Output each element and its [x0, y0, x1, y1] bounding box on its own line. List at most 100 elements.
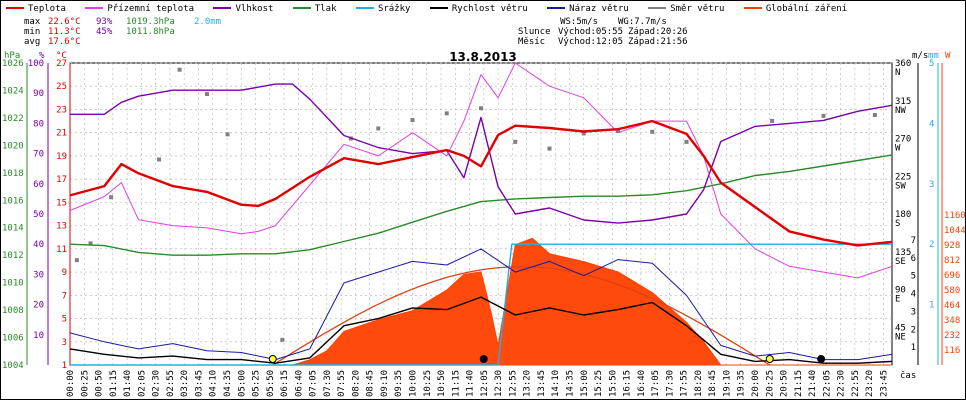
- x-tick-label: 13:20: [523, 370, 533, 397]
- radiation-tick-label: 232: [944, 331, 960, 341]
- humidity-tick-label: 50: [33, 210, 44, 220]
- direction-name-label: S: [895, 219, 900, 229]
- humidity-tick-label: 30: [33, 270, 44, 280]
- left-axis-unit: °C: [56, 51, 67, 61]
- direction-name-label: NE: [895, 332, 906, 342]
- x-tick-label: 05:25: [252, 370, 262, 397]
- radiation-tick-label: 812: [944, 256, 960, 266]
- sunset-marker: [765, 355, 774, 363]
- x-tick-label: 15:25: [594, 370, 604, 397]
- x-tick-label: 20:25: [765, 370, 775, 397]
- humidity-tick-label: 40: [33, 240, 44, 250]
- wind-direction-point: [410, 118, 415, 123]
- left-axis-unit: %: [39, 51, 45, 61]
- x-tick-label: 23:45: [879, 370, 889, 397]
- direction-tick-label: 225: [895, 172, 911, 182]
- x-tick-label: 15:50: [608, 370, 618, 397]
- x-tick-label: 18:45: [708, 370, 718, 397]
- x-tick-label: 06:40: [294, 370, 304, 397]
- radiation-tick-label: 1044: [944, 226, 966, 236]
- pressure-tick-label: 1010: [2, 279, 24, 289]
- x-tick-label: 21:15: [794, 370, 804, 397]
- wind-direction-point: [109, 195, 114, 200]
- radiation-tick-label: 348: [944, 316, 960, 326]
- x-tick-label: 23:20: [865, 370, 875, 397]
- x-tick-label: 04:35: [223, 370, 233, 397]
- humidity-tick-label: 90: [33, 89, 44, 99]
- direction-tick-label: 90: [895, 286, 906, 296]
- rain-tick-label: 5: [929, 59, 934, 69]
- x-tick-label: 10:25: [423, 370, 433, 397]
- x-tick-label: 11:40: [466, 370, 476, 397]
- x-tick-label: 09:10: [380, 370, 390, 397]
- pressure-tick-label: 1012: [2, 251, 24, 261]
- pressure-tick-label: 1014: [2, 224, 24, 234]
- x-tick-label: 17:30: [665, 370, 675, 397]
- x-tick-label: 14:35: [565, 370, 575, 397]
- temp-tick-label: 27: [56, 59, 67, 69]
- x-tick-label: 03:20: [180, 370, 190, 397]
- wind-direction-point: [74, 258, 79, 263]
- x-tick-label: 05:00: [237, 370, 247, 397]
- x-tick-label: 02:05: [137, 370, 147, 397]
- temp-tick-label: 17: [56, 175, 67, 185]
- rain-tick-label: 2: [929, 240, 934, 250]
- temp-tick-label: 21: [56, 129, 67, 139]
- wind-tick-label: 3: [911, 307, 916, 317]
- wind-direction-point: [177, 67, 182, 72]
- x-tick-label: 12:55: [508, 370, 518, 397]
- radiation-tick-label: 116: [944, 346, 960, 356]
- pressure-tick-label: 1016: [2, 196, 24, 206]
- series-teplota: [69, 119, 893, 247]
- rain-tick-label: 4: [929, 119, 934, 129]
- legend-vlhkost: Vlhkost: [213, 4, 273, 14]
- humidity-tick-label: 100: [28, 59, 44, 69]
- stats-block: max 22.6°C 93% 1019.3hPa 2.0mm min 11.3°C 45% 1…: [24, 17, 221, 47]
- x-tick-label: 03:45: [194, 370, 204, 397]
- temp-tick-label: 25: [56, 82, 67, 92]
- x-tick-label: 00:50: [95, 370, 105, 397]
- x-tick-label: 14:10: [551, 370, 561, 397]
- x-axis-label: čas: [900, 370, 916, 381]
- chart-title: 13.8.2013: [449, 50, 517, 64]
- sunrise-marker: [268, 355, 277, 363]
- pressure-tick-label: 1020: [2, 141, 24, 151]
- x-tick-label: 22:55: [851, 370, 861, 397]
- legend-rychlost-vetru: Rychlost větru: [429, 4, 528, 14]
- x-tick-label: 18:20: [694, 370, 704, 397]
- x-tick-label: 15:00: [580, 370, 590, 397]
- x-tick-label: 10:00: [409, 370, 419, 397]
- wind-direction-point: [684, 139, 689, 144]
- wind-direction-point: [547, 146, 552, 151]
- series-srazky: [70, 243, 892, 366]
- radiation-tick-label: 1160: [944, 211, 966, 221]
- rain-tick-label: 3: [929, 180, 934, 190]
- x-tick-label: 20:00: [751, 370, 761, 397]
- x-tick-label: 12:05: [480, 370, 490, 397]
- legend-tlak: Tlak: [292, 4, 337, 14]
- wind-direction-point: [513, 139, 518, 144]
- pressure-tick-label: 1004: [2, 361, 24, 371]
- radiation-tick-label: 464: [944, 301, 960, 311]
- wind-direction-point: [225, 132, 230, 137]
- wind-direction-point: [444, 111, 449, 116]
- wind-direction-point: [479, 106, 483, 111]
- left-axis-unit: hPa: [4, 51, 20, 61]
- temp-tick-label: 13: [56, 222, 67, 232]
- wind-direction-point: [157, 157, 162, 162]
- wind-direction-point: [376, 126, 381, 131]
- wind-direction-point: [616, 128, 620, 133]
- wind-direction-point: [770, 118, 775, 123]
- wind-tick-label: 6: [911, 254, 916, 264]
- x-tick-label: 05:50: [266, 370, 276, 397]
- moon-info-row: Měsíc Východ:12:05 Západ:21:56: [518, 37, 688, 47]
- pressure-tick-label: 1024: [2, 86, 24, 96]
- legend-prizemni-teplota: Přízemní teplota: [85, 4, 194, 14]
- wind-direction-point: [872, 113, 877, 118]
- pressure-tick-label: 1026: [2, 59, 24, 69]
- legend-globalni-zareni: Globální záření: [743, 4, 847, 14]
- series-vlhkost: [70, 83, 893, 224]
- x-tick-label: 06:15: [280, 370, 290, 397]
- legend: Teplota Přízemní teplota Vlhkost Tlak Sr…: [6, 4, 861, 16]
